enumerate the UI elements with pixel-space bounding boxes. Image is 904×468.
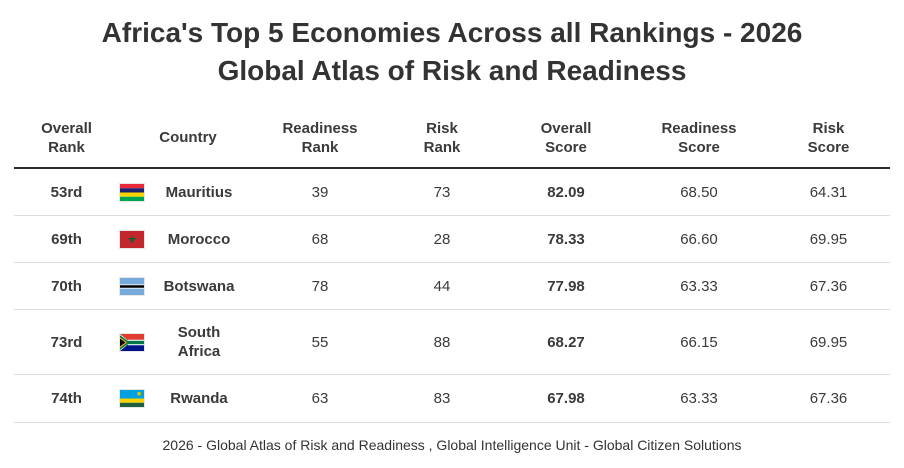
overall-score-cell: 68.27 — [501, 309, 631, 375]
header-readiness-rank: Readiness Rank — [257, 108, 383, 169]
risk-rank-cell: 88 — [383, 309, 501, 375]
country-name: Rwanda — [170, 390, 228, 407]
title-line-1: Africa's Top 5 Economies Across all Rank… — [101, 17, 803, 48]
risk-score-cell: 69.95 — [767, 309, 890, 375]
overall-rank-cell: 70th — [14, 262, 119, 310]
overall-rank-cell: 53rd — [14, 168, 119, 216]
readiness-score-cell: 66.60 — [631, 215, 767, 263]
risk-score-cell: 69.95 — [767, 215, 890, 263]
rankings-table: Overall Rank Country Readiness Rank Risk Ra… — [14, 108, 890, 423]
botswana-flag-icon — [119, 276, 145, 296]
overall-score-cell: 78.33 — [501, 215, 631, 263]
country-cell: Mauritius — [119, 168, 257, 216]
readiness-rank-cell: 39 — [257, 168, 383, 216]
header-risk-rank: Risk Rank — [383, 108, 501, 169]
country-name: Morocco — [167, 230, 231, 248]
south-africa-flag-icon — [119, 332, 145, 352]
overall-rank-cell: 74th — [14, 374, 119, 423]
risk-rank-cell: 73 — [383, 168, 501, 216]
header-overall-rank: Overall Rank — [14, 108, 119, 169]
rwanda-flag-icon — [119, 389, 145, 408]
table-row: 69th Morocco 68 28 78.33 66.60 69.95 — [14, 215, 890, 263]
table-row: 53rd Mauritius 39 73 82.09 — [14, 168, 890, 216]
table-row: 74th Rwanda 63 83 67.98 63 — [14, 374, 890, 423]
table-header-row: Overall Rank Country Readiness Rank Risk Ra… — [14, 108, 890, 169]
country-cell: Botswana — [119, 262, 257, 310]
risk-score-cell: 67.36 — [767, 374, 890, 423]
risk-rank-cell: 28 — [383, 215, 501, 263]
overall-rank-cell: 73rd — [14, 309, 119, 375]
morocco-flag-icon — [119, 229, 145, 249]
header-readiness-score: Readiness Score — [631, 108, 767, 169]
readiness-rank-cell: 63 — [257, 374, 383, 423]
title-line-2: Global Atlas of Risk and Readiness — [217, 55, 687, 86]
overall-rank-cell: 69th — [14, 215, 119, 263]
readiness-rank-cell: 68 — [257, 215, 383, 263]
risk-rank-cell: 44 — [383, 262, 501, 310]
country-cell: Morocco — [119, 215, 257, 263]
table-row: 73rd — [14, 309, 890, 375]
risk-rank-cell: 83 — [383, 374, 501, 423]
readiness-score-cell: 68.50 — [631, 168, 767, 216]
overall-score-cell: 82.09 — [501, 168, 631, 216]
header-overall-score: Overall Score — [501, 108, 631, 169]
country-name: Botswana — [163, 277, 235, 295]
header-country: Country — [119, 108, 257, 169]
source-footer: 2026 - Global Atlas of Risk and Readines… — [162, 437, 742, 453]
country-name: South Africa — [177, 324, 221, 360]
country-name: Mauritius — [165, 183, 233, 201]
table-row: 70th Botswana 78 44 77.98 63.33 67. — [14, 262, 890, 310]
country-cell: South Africa — [119, 309, 257, 375]
header-risk-score: Risk Score — [767, 108, 890, 169]
risk-score-cell: 67.36 — [767, 262, 890, 310]
risk-score-cell: 64.31 — [767, 168, 890, 216]
readiness-score-cell: 63.33 — [631, 374, 767, 423]
overall-score-cell: 77.98 — [501, 262, 631, 310]
overall-score-cell: 67.98 — [501, 374, 631, 423]
readiness-score-cell: 66.15 — [631, 309, 767, 375]
readiness-rank-cell: 55 — [257, 309, 383, 375]
readiness-score-cell: 63.33 — [631, 262, 767, 310]
mauritius-flag-icon — [119, 182, 145, 202]
country-cell: Rwanda — [119, 374, 257, 423]
page-title: Africa's Top 5 Economies Across all Rank… — [0, 14, 904, 90]
readiness-rank-cell: 78 — [257, 262, 383, 310]
